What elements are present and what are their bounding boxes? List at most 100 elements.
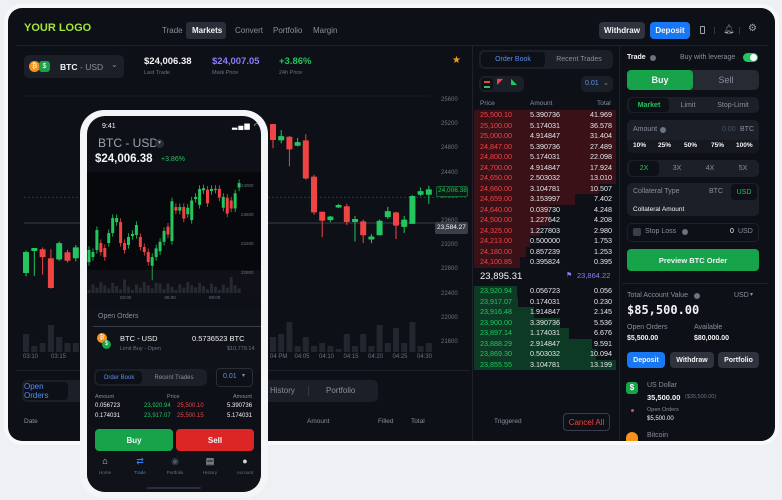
- order-type-limit[interactable]: Limit: [680, 101, 696, 109]
- chevron-down-icon[interactable]: ▾: [155, 139, 164, 148]
- bid-row[interactable]: 23,920.94 0.056723 0.056: [474, 286, 616, 297]
- order-amount: 4.914847: [530, 162, 560, 172]
- view-bids-icon[interactable]: ◣: [511, 77, 518, 86]
- tab-history[interactable]: History: [270, 386, 295, 395]
- stop-loss-checkbox[interactable]: [633, 228, 641, 236]
- view-both-icon[interactable]: [481, 78, 493, 90]
- preview-order-button[interactable]: Preview BTC Order: [627, 249, 759, 271]
- deposit-button[interactable]: Deposit: [650, 22, 690, 39]
- precision-select[interactable]: [581, 76, 613, 92]
- ask-row[interactable]: 24,180.00 0.857239 1.253: [474, 246, 616, 257]
- ask-row[interactable]: 24,700.00 4.914847 17.924: [474, 162, 616, 173]
- ask-row[interactable]: 25,500.10 5.390736 41.969: [474, 110, 616, 121]
- ask-row[interactable]: 25,100.00 5.174031 36.578: [474, 120, 616, 131]
- nav-portfolio[interactable]: Portfolio: [273, 26, 303, 35]
- order-type-stop-limit[interactable]: Stop-Limit: [717, 101, 749, 109]
- leverage-3x[interactable]: 3X: [672, 165, 682, 172]
- percent-100[interactable]: 100%: [736, 142, 753, 149]
- phone-precision-value: 0.01: [223, 373, 237, 380]
- phone-pair[interactable]: BTC - USD: [98, 136, 158, 150]
- order-price: 23,869.30: [480, 349, 512, 358]
- phone-precision-select[interactable]: [216, 368, 253, 387]
- status-time: 9:41: [102, 123, 116, 130]
- ask-row[interactable]: 24,325.00 1.227803 2.980: [474, 225, 616, 236]
- bid-row[interactable]: 23,916.48 1.914847 2.145: [474, 307, 616, 318]
- bid-row[interactable]: 23,897.14 1.174031 6.676: [474, 328, 616, 339]
- order-type-market[interactable]: Market: [629, 98, 669, 112]
- tab-open-orders[interactable]: Open Orders: [24, 382, 68, 400]
- phone-nav-account[interactable]: ● Account: [233, 456, 257, 482]
- phone-sell-button[interactable]: Sell: [176, 429, 254, 451]
- amount-value[interactable]: 0.00: [722, 126, 736, 133]
- ask-row[interactable]: 24,659.00 3.153997 7.402: [474, 194, 616, 205]
- sell-tab[interactable]: Sell: [718, 75, 734, 85]
- withdraw-button[interactable]: Withdraw: [599, 22, 645, 39]
- collateral-usd[interactable]: USD: [731, 184, 757, 200]
- currency-select[interactable]: USD: [734, 292, 749, 299]
- ask-row[interactable]: 24,800.00 5.174031 22.098: [474, 152, 616, 163]
- leverage-4x[interactable]: 4X: [705, 165, 715, 172]
- phone-nav-history[interactable]: ▤ History: [198, 456, 222, 482]
- pair-selector[interactable]: [24, 55, 124, 78]
- view-asks-icon[interactable]: ◤: [497, 77, 504, 86]
- leverage-5x[interactable]: 5X: [738, 165, 748, 172]
- buy-tab[interactable]: Buy: [627, 70, 693, 90]
- collateral-btc[interactable]: BTC: [709, 188, 723, 195]
- depth-bar: [474, 183, 600, 194]
- phone-nav-portfolio[interactable]: ◉ Portfolio: [163, 456, 187, 482]
- order-total: 0.230: [594, 296, 612, 306]
- collateral-amount-label[interactable]: Collateral Amount: [633, 206, 685, 213]
- phone-bid-price: 23,920.94: [144, 403, 171, 409]
- phone-nav-home[interactable]: ⌂ Home: [93, 456, 117, 482]
- bell-icon[interactable]: 🔔︎: [723, 24, 735, 34]
- account-portfolio-button[interactable]: Portfolio: [718, 352, 759, 368]
- leverage-2x[interactable]: 2X: [629, 161, 659, 176]
- percent-75[interactable]: 75%: [711, 142, 725, 149]
- ask-row[interactable]: 24,660.00 3.104781 10.507: [474, 183, 616, 194]
- tab-recent-trades[interactable]: Recent Trades: [556, 56, 602, 63]
- phone-open-orders: [87, 308, 261, 373]
- ask-row[interactable]: 24,650.00 2.503032 13.010: [474, 173, 616, 184]
- percent-25[interactable]: 25%: [658, 142, 672, 149]
- tab-order-book[interactable]: Order Book: [481, 52, 545, 67]
- bid-row[interactable]: 23,869.30 0.503032 10.094: [474, 349, 616, 360]
- order-total: 6.676: [594, 328, 612, 337]
- ask-row[interactable]: 25,000.00 4.914847 31.404: [474, 131, 616, 142]
- crosshair-tag: [435, 222, 468, 234]
- star-icon[interactable]: ★: [452, 55, 461, 66]
- ask-row[interactable]: 24,100.85 0.395824 0.395: [474, 257, 616, 268]
- trade-title: Trade: [627, 54, 646, 61]
- depth-bar: [474, 307, 534, 318]
- phone-nav-label: Home: [98, 470, 111, 475]
- mobile-icon[interactable]: [700, 26, 705, 34]
- phone-tab-recent-trades[interactable]: Recent Trades: [154, 374, 194, 381]
- order-price: 23,888.29: [480, 338, 512, 348]
- stop-loss-value[interactable]: 0: [730, 228, 734, 235]
- bid-row[interactable]: 23,855.55 3.104781 13.199: [474, 359, 616, 370]
- bid-row[interactable]: 23,888.29 2.914847 9.591: [474, 338, 616, 349]
- ask-row[interactable]: 24,500.00 1.227642 4.208: [474, 215, 616, 226]
- tab-portfolio[interactable]: Portfolio: [326, 386, 356, 395]
- phone-nav-trade[interactable]: ⇄ Trade: [128, 456, 152, 482]
- nav-margin[interactable]: Margin: [313, 26, 338, 35]
- leverage-toggle[interactable]: [743, 53, 758, 62]
- ask-row[interactable]: 24,640.00 0.039730 4.248: [474, 204, 616, 215]
- percent-50[interactable]: 50%: [684, 142, 698, 149]
- phone-tab-order-book[interactable]: Order Book: [96, 371, 142, 384]
- ask-row[interactable]: 24,847.00 5.390736 27.489: [474, 141, 616, 152]
- nav-markets[interactable]: Markets: [192, 26, 223, 35]
- ask-row[interactable]: 24,213.00 0.500000 1.753: [474, 236, 616, 247]
- percent-10[interactable]: 10%: [633, 142, 647, 149]
- cancel-all-button[interactable]: Cancel All: [563, 413, 610, 431]
- divider: [472, 46, 473, 441]
- gear-icon[interactable]: ⚙: [748, 23, 757, 34]
- account-deposit-button[interactable]: Deposit: [627, 352, 665, 368]
- bid-row[interactable]: 23,900.00 3.390736 5.536: [474, 317, 616, 328]
- order-price: 24,500.00: [480, 215, 512, 224]
- nav-convert[interactable]: Convert: [235, 26, 264, 35]
- nav-trade[interactable]: Trade: [162, 26, 183, 35]
- account-withdraw-button[interactable]: Withdraw: [670, 352, 714, 368]
- order-amount: 2.503032: [530, 173, 560, 182]
- phone-buy-button[interactable]: Buy: [95, 429, 173, 451]
- bid-row[interactable]: 23,917.07 0.174031 0.230: [474, 296, 616, 307]
